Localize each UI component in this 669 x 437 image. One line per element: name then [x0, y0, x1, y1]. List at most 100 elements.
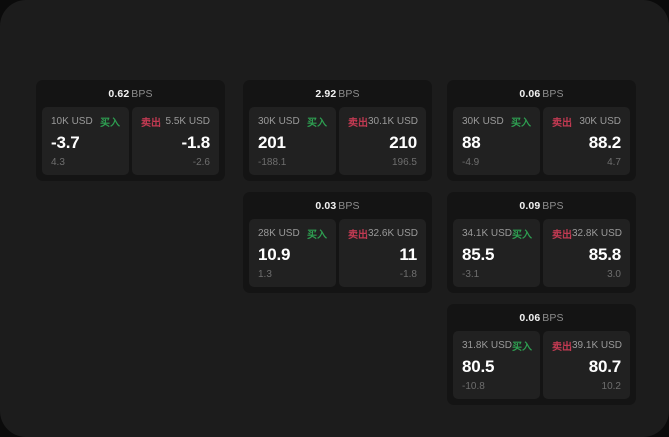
quote-secondary-value: -2.6 [192, 157, 210, 168]
quote-column-2: 2.92 BPS 30K USD 买入 201 -188.1 卖出 30.1K USD 210 1… [243, 80, 432, 304]
quote-primary-value: 80.5 [462, 357, 495, 376]
quote-secondary-value: 4.7 [607, 157, 621, 168]
quote-side-sell[interactable]: 卖出 39.1K USD 80.7 10.2 [543, 331, 630, 399]
quote-card[interactable]: 0.62 BPS 10K USD 买入 -3.7 4.3 卖出 5.5K USD -1.8 -2.… [36, 80, 225, 181]
bps-unit-label: BPS [542, 312, 564, 324]
quote-column-3: 0.06 BPS 30K USD 买入 88 -4.9 卖出 30K USD 88.2 4.7 0.… [447, 80, 636, 416]
bps-value: 2.92 [315, 88, 337, 100]
bps-value: 0.03 [315, 200, 337, 212]
quote-side-buy[interactable]: 31.8K USD 买入 80.5 -10.8 [453, 331, 540, 399]
bps-value: 0.06 [519, 88, 541, 100]
bps-value: 0.09 [519, 200, 541, 212]
quote-size-label: 30K USD [258, 115, 300, 127]
quote-primary-value: 88.2 [588, 133, 621, 152]
sell-action-label: 卖出 [348, 229, 368, 241]
quote-side-header: 34.1K USD 买入 [462, 227, 533, 241]
quote-card-header: 0.09 BPS [453, 198, 630, 215]
quote-card-body: 28K USD 买入 10.9 1.3 卖出 32.6K USD 11 -1.8 [249, 219, 426, 287]
quote-side-header: 30K USD 买入 [462, 115, 531, 129]
quote-size-label: 30.1K USD [368, 115, 419, 127]
quote-side-sell[interactable]: 卖出 30K USD 88.2 4.7 [543, 107, 630, 175]
quote-card-header: 2.92 BPS [249, 86, 426, 103]
quote-side-sell[interactable]: 卖出 32.8K USD 85.8 3.0 [543, 219, 630, 287]
quote-secondary-value: -188.1 [258, 157, 287, 168]
quote-card-body: 34.1K USD 买入 85.5 -3.1 卖出 32.8K USD 85.8 3.0 [453, 219, 630, 287]
quote-primary-value: 85.5 [462, 245, 495, 264]
quote-size-label: 28K USD [258, 227, 300, 239]
quote-column-1: 0.62 BPS 10K USD 买入 -3.7 4.3 卖出 5.5K USD -1.8 -2.… [36, 80, 225, 192]
quote-card[interactable]: 2.92 BPS 30K USD 买入 201 -188.1 卖出 30.1K USD 210 1… [243, 80, 432, 181]
quote-card-body: 31.8K USD 买入 80.5 -10.8 卖出 39.1K USD 80.7 10.2 [453, 331, 630, 399]
quote-size-label: 34.1K USD [462, 227, 513, 239]
quote-card-board: 0.62 BPS 10K USD 买入 -3.7 4.3 卖出 5.5K USD -1.8 -2.… [36, 80, 636, 405]
bps-value: 0.62 [108, 88, 130, 100]
bps-unit-label: BPS [131, 88, 153, 100]
quote-side-sell[interactable]: 卖出 32.6K USD 11 -1.8 [339, 219, 426, 287]
quote-secondary-value: 196.5 [391, 157, 417, 168]
quote-size-label: 10K USD [51, 115, 93, 127]
quote-primary-value: 201 [258, 133, 286, 152]
quote-side-header: 卖出 39.1K USD [552, 339, 623, 353]
quote-size-label: 30K USD [579, 115, 621, 127]
quote-side-buy[interactable]: 28K USD 买入 10.9 1.3 [249, 219, 336, 287]
quote-secondary-value: -1.8 [399, 269, 417, 280]
sell-action-label: 卖出 [552, 117, 572, 129]
quote-card-header: 0.06 BPS [453, 86, 630, 103]
quote-size-label: 5.5K USD [165, 115, 210, 127]
sell-action-label: 卖出 [552, 341, 572, 353]
quote-side-sell[interactable]: 卖出 30.1K USD 210 196.5 [339, 107, 426, 175]
quote-side-buy[interactable]: 30K USD 买入 88 -4.9 [453, 107, 540, 175]
quote-card[interactable]: 0.06 BPS 31.8K USD 买入 80.5 -10.8 卖出 39.1K USD 80… [447, 304, 636, 405]
buy-action-label: 买入 [512, 229, 533, 241]
sell-action-label: 卖出 [552, 229, 572, 241]
quote-side-header: 28K USD 买入 [258, 227, 327, 241]
quote-primary-value: 85.8 [588, 245, 621, 264]
bps-unit-label: BPS [338, 88, 360, 100]
quote-primary-value: 88 [462, 133, 481, 152]
quote-card[interactable]: 0.03 BPS 28K USD 买入 10.9 1.3 卖出 32.6K USD 11 -1.8 [243, 192, 432, 293]
buy-action-label: 买入 [512, 341, 533, 353]
quote-primary-value: 80.7 [588, 357, 621, 376]
quote-side-header: 卖出 30K USD [552, 115, 621, 129]
quote-secondary-value: 10.2 [601, 381, 621, 392]
quote-secondary-value: -4.9 [462, 157, 480, 168]
quote-side-buy[interactable]: 34.1K USD 买入 85.5 -3.1 [453, 219, 540, 287]
quote-secondary-value: -10.8 [462, 381, 485, 392]
bps-unit-label: BPS [542, 200, 564, 212]
sell-action-label: 卖出 [141, 117, 161, 129]
quote-card-header: 0.06 BPS [453, 310, 630, 327]
quote-side-buy[interactable]: 10K USD 买入 -3.7 4.3 [42, 107, 129, 175]
quote-side-header: 30K USD 买入 [258, 115, 327, 129]
quote-secondary-value: 1.3 [258, 269, 272, 280]
quote-card[interactable]: 0.09 BPS 34.1K USD 买入 85.5 -3.1 卖出 32.8K USD 85.… [447, 192, 636, 293]
quote-side-header: 卖出 5.5K USD [141, 115, 210, 129]
quote-secondary-value: 4.3 [51, 157, 65, 168]
quote-card-header: 0.03 BPS [249, 198, 426, 215]
quote-side-buy[interactable]: 30K USD 买入 201 -188.1 [249, 107, 336, 175]
quote-side-header: 卖出 32.6K USD [348, 227, 419, 241]
quote-primary-value: 210 [389, 133, 417, 152]
quote-side-header: 10K USD 买入 [51, 115, 120, 129]
quote-card-body: 30K USD 买入 88 -4.9 卖出 30K USD 88.2 4.7 [453, 107, 630, 175]
quote-primary-value: -1.8 [181, 133, 211, 152]
quote-size-label: 30K USD [462, 115, 504, 127]
quote-size-label: 32.6K USD [368, 227, 419, 239]
quote-side-header: 卖出 32.8K USD [552, 227, 622, 241]
quote-card-header: 0.62 BPS [42, 86, 219, 103]
quote-secondary-value: 3.0 [607, 269, 621, 280]
quote-primary-value: -3.7 [51, 133, 80, 152]
quote-size-label: 39.1K USD [572, 339, 623, 351]
quote-card-body: 10K USD 买入 -3.7 4.3 卖出 5.5K USD -1.8 -2.6 [42, 107, 219, 175]
buy-action-label: 买入 [307, 117, 327, 129]
quote-side-sell[interactable]: 卖出 5.5K USD -1.8 -2.6 [132, 107, 219, 175]
bps-value: 0.06 [519, 312, 541, 324]
bps-unit-label: BPS [542, 88, 564, 100]
buy-action-label: 买入 [100, 117, 120, 129]
bps-unit-label: BPS [338, 200, 360, 212]
sell-action-label: 卖出 [348, 117, 368, 129]
quote-card[interactable]: 0.06 BPS 30K USD 买入 88 -4.9 卖出 30K USD 88.2 4.7 [447, 80, 636, 181]
buy-action-label: 买入 [307, 229, 327, 241]
quote-primary-value: 10.9 [258, 245, 291, 264]
